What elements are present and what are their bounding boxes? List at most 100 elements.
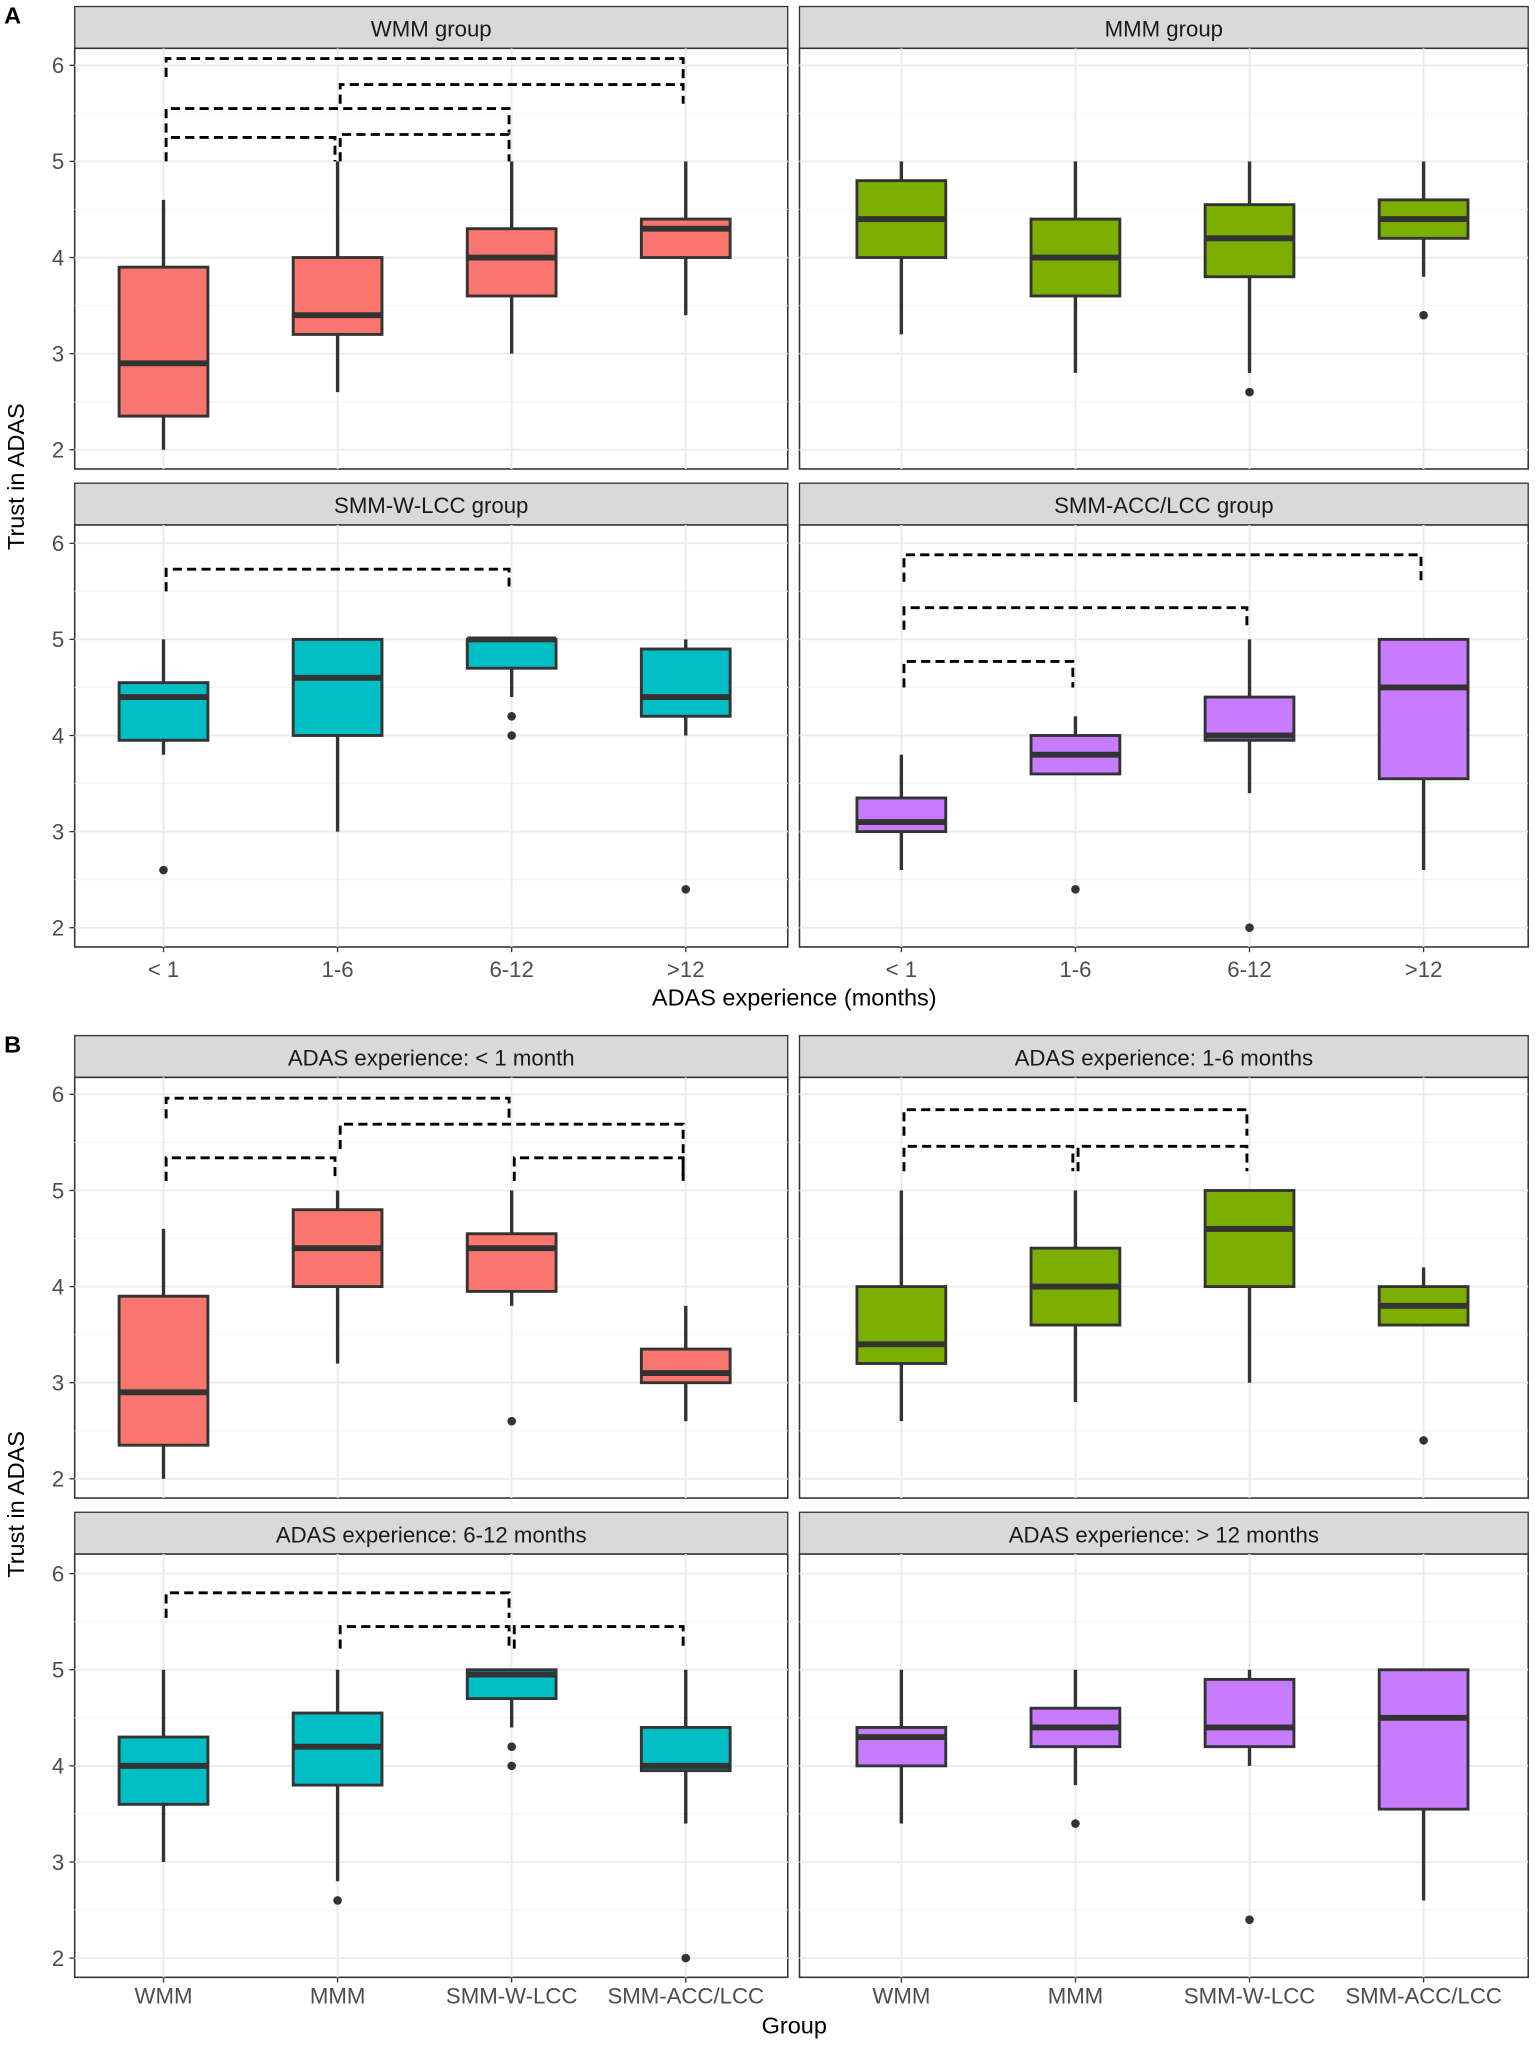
outlier-point	[1071, 1819, 1080, 1828]
x-tick-label: 6-12	[489, 957, 533, 982]
facet-panel: SMM-ACC/LCC group < 1 1-6 6-12 >12	[798, 482, 1529, 982]
box-iqr	[465, 227, 558, 298]
facet-panel: SMM-W-LCC group 2 3 4 5 6 < 1 1-6 6-12 >12	[52, 482, 789, 982]
box-2	[1203, 161, 1296, 397]
facet-strip	[798, 5, 1529, 49]
box-0	[117, 1228, 210, 1479]
box-1	[1029, 1669, 1122, 1828]
significance-bracket	[1076, 1144, 1249, 1172]
facet-panel: WMM group 2 3 4 5 6	[52, 5, 789, 470]
significance-bracket	[164, 107, 511, 133]
box-3	[639, 639, 732, 894]
facet-strip	[74, 482, 789, 526]
x-tick-label: >12	[667, 957, 705, 982]
significance-bracket	[902, 660, 1075, 688]
significance-bracket	[338, 133, 511, 162]
outlier-point	[1419, 1436, 1428, 1445]
box-iqr	[465, 637, 558, 670]
box-iqr	[117, 1735, 210, 1806]
box-iqr	[1377, 1668, 1470, 1811]
facet-title: SMM-W-LCC group	[334, 493, 528, 518]
outlier-point	[333, 1896, 342, 1905]
box-iqr	[291, 637, 384, 737]
y-tick-label: 2	[52, 916, 64, 941]
box-iqr	[465, 1232, 558, 1293]
box-1	[291, 161, 384, 393]
y-tick-label: 6	[52, 531, 64, 556]
significance-bracket	[338, 1625, 511, 1649]
facet-panel: ADAS experience: < 1 month 2 3 4 5 6	[52, 1034, 789, 1499]
y-tick-label: 6	[52, 53, 64, 78]
facet-panel: ADAS experience: 6-12 months 2 3 4 5 6 WMM MMM S…	[52, 1511, 789, 2008]
box-iqr	[117, 681, 210, 742]
y-axis-title: Trust in ADAS	[3, 1431, 29, 1578]
outlier-point	[507, 731, 516, 740]
y-tick-label: 4	[52, 723, 64, 748]
facet-panel: ADAS experience: 1-6 months	[798, 1034, 1529, 1499]
significance-bracket	[164, 1096, 511, 1119]
outlier-point	[681, 884, 691, 894]
box-0	[855, 754, 948, 871]
box-2	[1203, 639, 1296, 933]
significance-bracket	[164, 1591, 511, 1618]
box-1	[1029, 161, 1122, 373]
x-tick-label: < 1	[148, 957, 179, 982]
box-2	[465, 1190, 558, 1426]
y-tick-label: 6	[52, 1561, 64, 1586]
box-iqr	[855, 1725, 948, 1768]
x-axis-title: Group	[762, 2012, 827, 2038]
facet-strip	[74, 1511, 789, 1555]
outlier-point	[1071, 884, 1080, 894]
significance-bracket	[164, 567, 511, 592]
outlier-point	[1245, 387, 1254, 397]
y-tick-label: 3	[52, 341, 64, 366]
x-tick-label: < 1	[886, 957, 917, 982]
x-tick-label: SMM-W-LCC	[1184, 1983, 1315, 2008]
outlier-point	[507, 711, 516, 721]
facet-title: WMM group	[371, 17, 492, 42]
x-tick-label: >12	[1405, 957, 1443, 982]
y-tick-label: 3	[52, 1371, 64, 1396]
facet-title: ADAS experience: 1-6 months	[1015, 1046, 1313, 1071]
box-0	[117, 1669, 210, 1862]
box-1	[291, 637, 384, 832]
significance-bracket	[902, 606, 1249, 630]
facet-title: ADAS experience: > 12 months	[1009, 1522, 1319, 1547]
facet-panel: MMM group	[798, 5, 1529, 470]
box-iqr	[639, 647, 732, 718]
outlier-point	[507, 1742, 516, 1751]
significance-bracket	[512, 1156, 685, 1181]
section-label: B	[4, 1032, 21, 1058]
outlier-point	[507, 1416, 516, 1426]
y-tick-label: 4	[52, 245, 64, 270]
facet-panel: ADAS experience: > 12 months WMM MMM SMM-W-…	[798, 1511, 1529, 2008]
box-iqr	[639, 1347, 732, 1385]
box-0	[855, 1190, 948, 1422]
y-tick-label: 6	[52, 1082, 64, 1107]
x-tick-label: WMM	[135, 1983, 193, 2008]
box-1	[291, 1669, 384, 1905]
x-tick-label: SMM-ACC/LCC	[607, 1983, 764, 2008]
significance-bracket	[164, 135, 337, 162]
box-0	[855, 161, 948, 335]
box-iqr	[1203, 1677, 1296, 1749]
x-tick-label: WMM	[872, 1983, 930, 2008]
significance-bracket	[164, 1156, 337, 1181]
box-iqr	[855, 1285, 948, 1365]
box-3	[639, 1669, 732, 1963]
significance-bracket	[512, 1625, 685, 1649]
facet-title: MMM group	[1105, 17, 1223, 42]
outlier-point	[1419, 310, 1428, 320]
box-iqr	[291, 256, 384, 336]
box-2	[465, 161, 558, 354]
significance-bracket	[902, 1108, 1249, 1136]
box-3	[639, 1305, 732, 1422]
box-iqr	[639, 217, 732, 259]
box-2	[1203, 1669, 1296, 1924]
x-tick-label: MMM	[1048, 1983, 1103, 2008]
box-3	[1377, 637, 1470, 871]
box-2	[465, 636, 558, 740]
significance-bracket	[338, 1122, 685, 1181]
y-tick-label: 2	[52, 438, 64, 463]
